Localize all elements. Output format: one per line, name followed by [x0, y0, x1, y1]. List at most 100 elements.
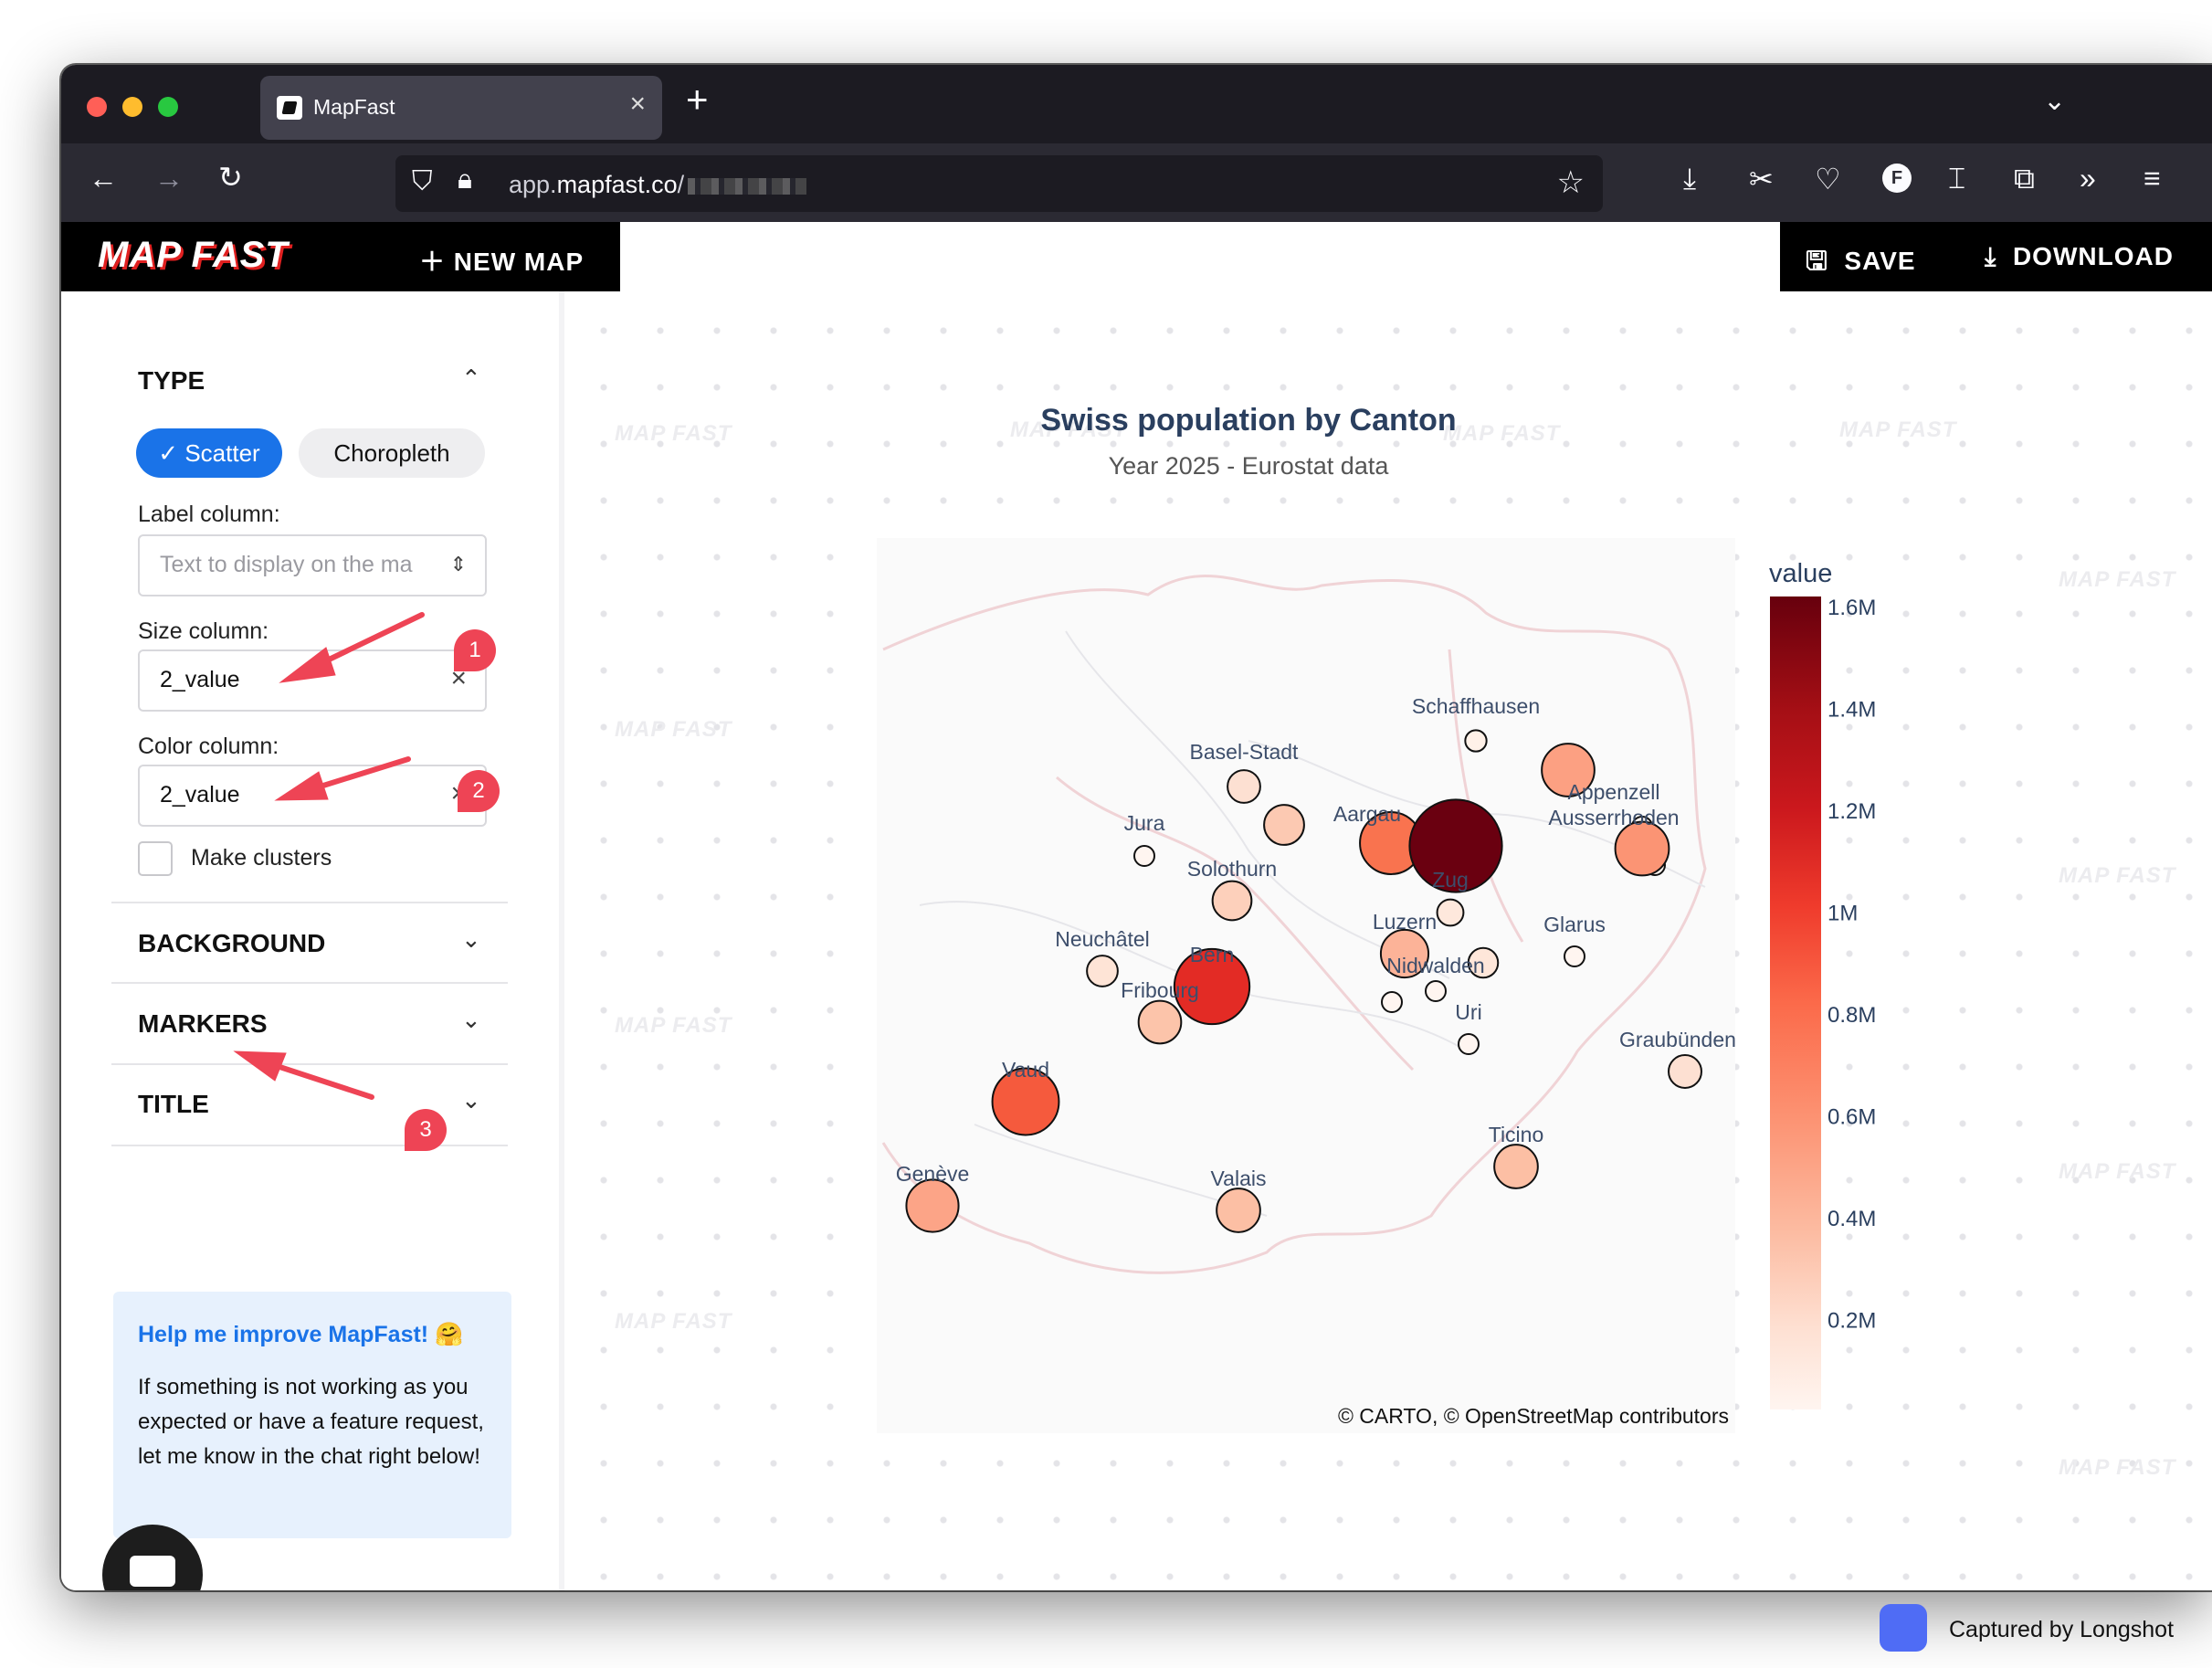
scatter-point[interactable]: [1263, 804, 1305, 846]
help-title: Help me improve MapFast! 🤗: [138, 1322, 464, 1347]
plus-icon: ＋: [419, 248, 447, 276]
chevron-up-icon[interactable]: ⌃: [461, 364, 481, 392]
watermark: MAP FAST: [1839, 417, 1957, 442]
browser-window: MapFast × + ⌄ ← → ↻ ⛉ 🔒︎ app.mapfast.co/…: [61, 65, 2212, 1590]
save-button[interactable]: 🖫 SAVE: [1806, 247, 1916, 275]
basemap[interactable]: [877, 538, 1735, 1433]
watermark: MAP FAST: [2059, 1455, 2176, 1480]
browser-tab[interactable]: MapFast ×: [260, 76, 662, 140]
scatter-point[interactable]: [1137, 999, 1183, 1045]
point-label: Genève: [896, 1162, 970, 1186]
divider: [111, 982, 508, 984]
point-label: Glarus: [1543, 913, 1606, 936]
scatter-point[interactable]: [1458, 1033, 1480, 1055]
label-column-label: Label column:: [138, 501, 280, 527]
url-bar[interactable]: ⛉ 🔒︎ app.mapfast.co/ ☆: [395, 155, 1603, 212]
scatter-point[interactable]: [1379, 928, 1430, 979]
scatter-point[interactable]: [1467, 946, 1500, 979]
new-map-button[interactable]: ＋ NEW MAP: [419, 248, 585, 276]
watermark: MAP FAST: [615, 421, 732, 446]
back-icon[interactable]: ←: [89, 162, 118, 195]
scatter-point[interactable]: [1381, 991, 1403, 1013]
list-tabs-chevron-icon[interactable]: ⌄: [2043, 86, 2067, 116]
scatter-point[interactable]: [1564, 945, 1585, 967]
title-section-heading[interactable]: TITLE: [138, 1090, 209, 1118]
translate-icon[interactable]: ⌶: [1948, 162, 1966, 195]
label-column-select[interactable]: Text to display on the ma ⇕: [138, 534, 487, 596]
arrow-3-head: [233, 1050, 287, 1082]
shield-icon[interactable]: ⛉: [412, 166, 433, 196]
chevron-down-icon[interactable]: ⌄: [461, 1086, 481, 1114]
scatter-point[interactable]: [1133, 845, 1155, 867]
type-section-heading[interactable]: TYPE: [138, 366, 205, 395]
scatter-map[interactable]: Schaffhausen Basel-Stadt Jura Aargau Appenze…: [61, 65, 2212, 1590]
hamburger-menu-icon[interactable]: ≡: [2144, 162, 2161, 195]
scatter-point[interactable]: [1541, 743, 1596, 797]
close-tab-icon[interactable]: ×: [629, 89, 646, 119]
colorbar-tick-label: 0.6M: [1828, 1105, 1876, 1130]
bookmark-star-icon[interactable]: ☆: [1556, 165, 1585, 200]
point-label: Bern: [1190, 943, 1235, 966]
account-icon[interactable]: F: [1882, 164, 1912, 193]
scatter-point[interactable]: [1173, 947, 1251, 1026]
scatter-point[interactable]: [1493, 1144, 1539, 1189]
chevron-down-icon[interactable]: ⌄: [461, 925, 481, 953]
watermark: MAP FAST: [615, 1309, 732, 1334]
select-arrows-icon[interactable]: ⇕: [449, 553, 467, 575]
download-button[interactable]: ⤓ DOWNLOAD: [1985, 242, 2174, 270]
screenshot-icon[interactable]: ✂: [1749, 163, 1774, 195]
maximize-window-icon[interactable]: [158, 97, 178, 117]
map-subtitle: Year 2025 - Eurostat data: [1109, 452, 1390, 480]
app-header-left: MAP FAST ＋ NEW MAP: [61, 222, 620, 291]
arrow-2-head: [274, 771, 329, 801]
watermark: MAP FAST: [2059, 567, 2176, 592]
pocket-icon[interactable]: ♡: [1815, 163, 1841, 195]
make-clusters-checkbox[interactable]: [138, 841, 173, 876]
scatter-point[interactable]: [1408, 798, 1503, 893]
annotation-badge-2: 2: [458, 770, 500, 812]
point-label: Fribourg: [1121, 978, 1199, 1002]
colorbar-tick-label: 1.2M: [1828, 799, 1876, 824]
scatter-point[interactable]: [1436, 898, 1465, 927]
minimize-window-icon[interactable]: [122, 97, 142, 117]
settings-sidebar: TYPE ⌃ ✓ Scatter Choropleth Label column…: [61, 291, 564, 1590]
lock-icon[interactable]: 🔒︎: [458, 164, 472, 195]
scatter-point[interactable]: [1086, 955, 1119, 987]
colorbar-ticks: 1.6M 1.4M 1.2M 1M 0.8M 0.6M 0.4M 0.2M: [1828, 596, 1876, 1334]
help-body: If something is not working as you expec…: [138, 1375, 484, 1469]
choropleth-chip[interactable]: Choropleth: [299, 428, 485, 478]
scatter-point[interactable]: [1668, 1054, 1702, 1089]
chevron-down-icon[interactable]: ⌄: [461, 1006, 481, 1033]
markers-section-heading[interactable]: MARKERS: [138, 1009, 268, 1038]
make-clusters-label[interactable]: Make clusters: [191, 845, 332, 871]
watermark: MAP FAST: [615, 1013, 732, 1038]
scatter-point[interactable]: [1425, 980, 1447, 1002]
downloads-icon[interactable]: ⤓: [1683, 162, 1697, 195]
scatter-point[interactable]: [1614, 820, 1670, 877]
watermark: MAP FAST: [2059, 1159, 2176, 1184]
scatter-point[interactable]: [1227, 769, 1261, 804]
scatter-point[interactable]: [905, 1178, 960, 1233]
map-title: Swiss population by Canton: [1040, 403, 1456, 438]
extensions-icon[interactable]: ⧉: [2014, 162, 2035, 195]
scatter-point[interactable]: [1216, 1188, 1261, 1233]
app-header: MAP FAST ＋ NEW MAP 🖫 SAVE ⤓ DOWNLOAD: [61, 222, 2212, 291]
scatter-point[interactable]: [991, 1067, 1060, 1136]
new-tab-icon[interactable]: +: [686, 78, 709, 121]
app-header-right: 🖫 SAVE ⤓ DOWNLOAD: [1780, 222, 2212, 291]
point-label: Solothurn: [1187, 857, 1277, 881]
size-column-select[interactable]: 2_value ×: [138, 649, 487, 712]
scatter-point[interactable]: [1464, 729, 1488, 753]
reload-icon[interactable]: ↻: [218, 161, 243, 194]
check-icon: ✓: [158, 439, 179, 467]
close-window-icon[interactable]: [87, 97, 107, 117]
forward-icon[interactable]: →: [154, 162, 184, 195]
scatter-point[interactable]: [1211, 880, 1253, 922]
scatter-chip[interactable]: ✓ Scatter: [136, 428, 282, 478]
background-section-heading[interactable]: BACKGROUND: [138, 929, 326, 957]
overflow-menu-icon[interactable]: »: [2080, 162, 2096, 195]
point-label: Aargau: [1333, 802, 1401, 826]
map-attribution: © CARTO, © OpenStreetMap contributors: [1338, 1404, 1729, 1428]
mapfast-logo[interactable]: MAP FAST: [98, 235, 289, 275]
size-column-label: Size column:: [138, 618, 269, 644]
